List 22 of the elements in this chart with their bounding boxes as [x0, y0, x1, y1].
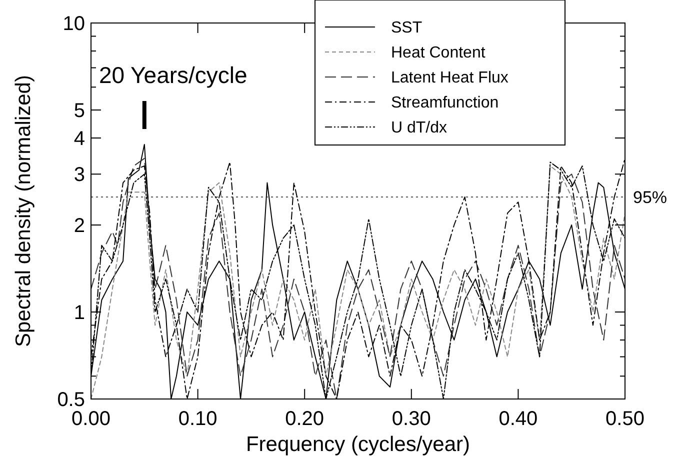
y-tick-label: 5: [74, 100, 85, 122]
legend-label: Heat Content: [391, 44, 486, 62]
y-tick-label: 1: [74, 302, 85, 324]
legend-label: Streamfunction: [391, 94, 499, 112]
x-tick-label: 0.50: [606, 408, 644, 430]
x-tick-label: 0.10: [178, 408, 218, 430]
legend-label: Latent Heat Flux: [391, 70, 508, 87]
y-tick-label: 10: [62, 13, 85, 35]
x-tick-label: 0.40: [498, 408, 538, 430]
y-axis-title: Spectral density (normalized): [12, 75, 35, 347]
annotation: 20 Years/cycle: [99, 62, 248, 88]
legend-label: U dT/dx: [391, 120, 448, 137]
legend-label: SST: [391, 20, 422, 37]
annotation: 95%: [633, 188, 668, 207]
y-tick-label: 0.5: [57, 389, 85, 411]
y-tick-label: 4: [74, 128, 85, 150]
x-tick-label: 0.00: [72, 408, 110, 430]
x-axis-title: Frequency (cycles/year): [246, 433, 470, 456]
y-tick-label: 3: [74, 164, 85, 186]
x-tick-label: 0.30: [392, 408, 431, 430]
y-tick-label: 2: [74, 215, 85, 238]
x-tick-label: 0.20: [285, 408, 324, 430]
